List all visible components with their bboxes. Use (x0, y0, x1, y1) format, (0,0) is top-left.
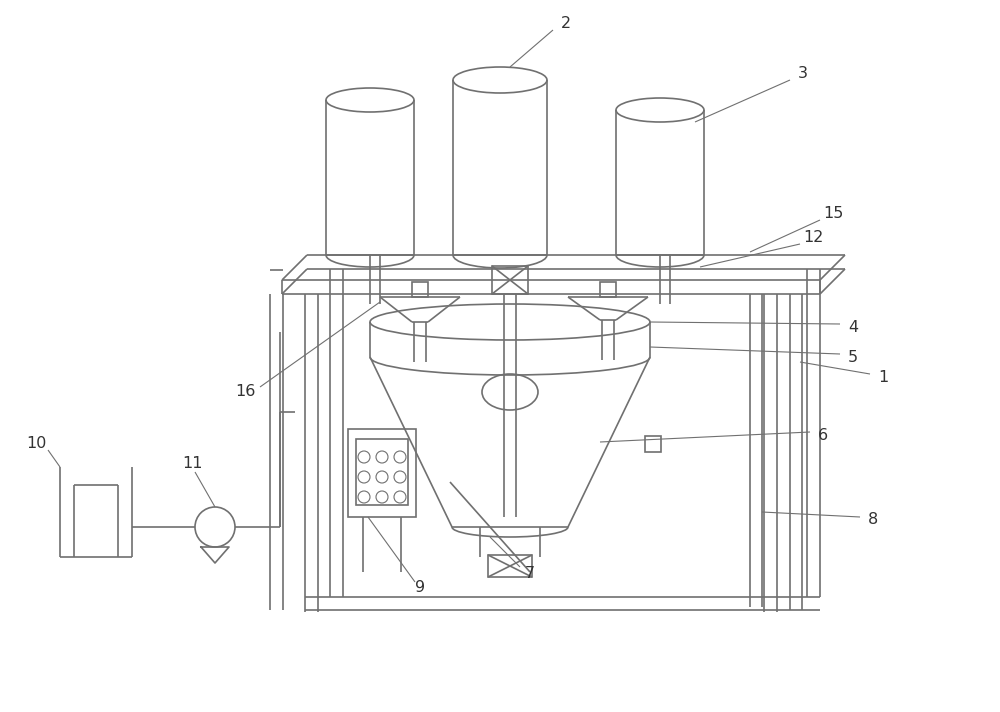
Text: 1: 1 (878, 370, 888, 385)
Text: 12: 12 (803, 231, 823, 246)
Bar (488, 555, 532, 577)
Text: 15: 15 (823, 206, 843, 221)
Bar (645, 436, 661, 452)
Bar (348, 429, 416, 517)
Text: 9: 9 (415, 580, 425, 595)
Text: 16: 16 (235, 384, 255, 399)
Text: 11: 11 (182, 456, 202, 471)
Text: 6: 6 (818, 427, 828, 442)
Text: 8: 8 (868, 513, 878, 528)
Text: 5: 5 (848, 350, 858, 365)
Bar (356, 439, 408, 505)
Text: 10: 10 (26, 436, 46, 451)
Text: 2: 2 (561, 16, 571, 31)
Text: 4: 4 (848, 320, 858, 335)
Text: 3: 3 (798, 66, 808, 81)
Bar (492, 266, 528, 294)
Bar (600, 282, 616, 297)
Bar (412, 282, 428, 297)
Text: 7: 7 (525, 567, 535, 582)
